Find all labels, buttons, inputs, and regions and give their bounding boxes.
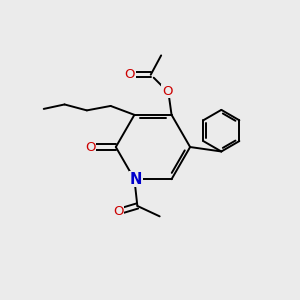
Text: N: N [130,172,142,187]
Text: O: O [113,206,123,218]
Text: O: O [125,68,135,81]
Text: O: O [162,85,172,98]
Text: O: O [85,140,96,154]
